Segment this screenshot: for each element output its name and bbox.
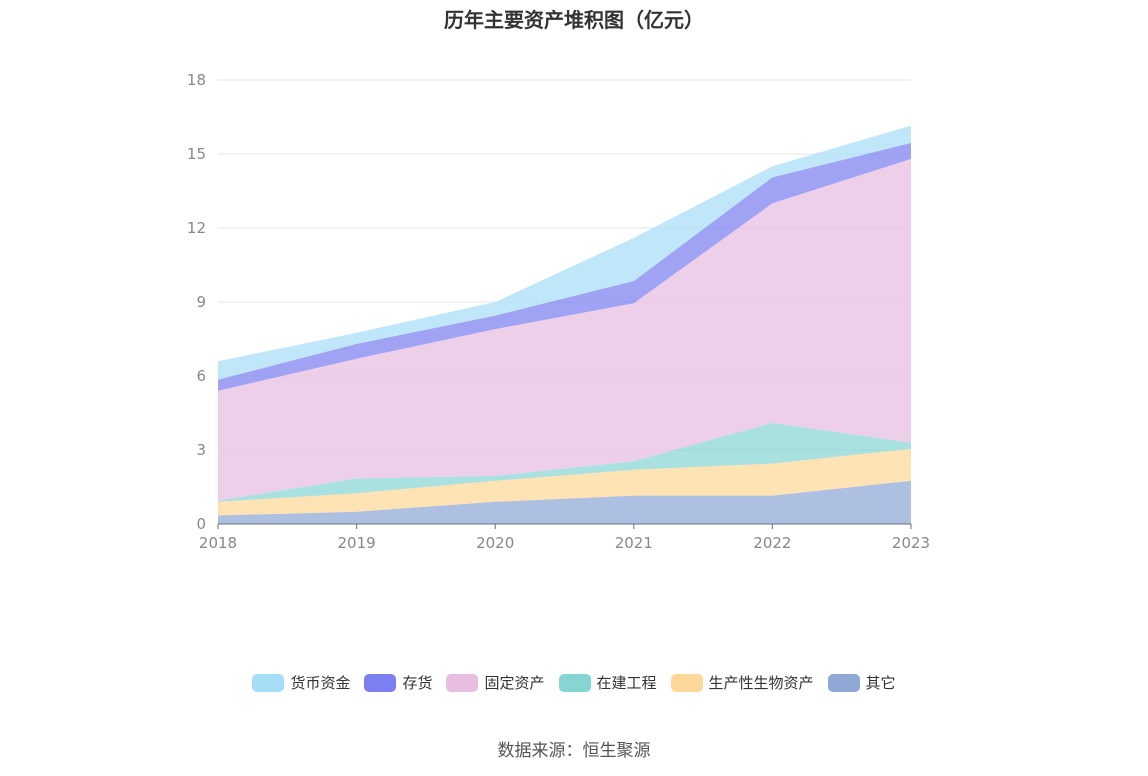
area-series-2 bbox=[218, 422, 911, 502]
area-series-5 bbox=[218, 125, 911, 380]
x-tick-label: 2023 bbox=[892, 534, 930, 552]
chart-legend: 货币资金 存货 固定资产 在建工程 生产性生物资产 其它 bbox=[0, 672, 1148, 693]
legend-item[interactable]: 固定资产 bbox=[446, 672, 545, 693]
legend-swatch bbox=[364, 673, 397, 692]
y-tick-label: 18 bbox=[187, 71, 206, 89]
area-series-3 bbox=[218, 158, 911, 501]
legend-label: 在建工程 bbox=[596, 674, 657, 692]
chart-title: 历年主要资产堆积图（亿元） bbox=[444, 8, 704, 32]
legend-item[interactable]: 生产性生物资产 bbox=[670, 672, 814, 693]
legend-swatch bbox=[252, 673, 285, 692]
x-tick-label: 2018 bbox=[199, 534, 237, 552]
legend-item[interactable]: 存货 bbox=[364, 672, 432, 693]
x-tick-label: 2019 bbox=[338, 534, 376, 552]
area-series-0 bbox=[218, 480, 911, 524]
legend-label: 固定资产 bbox=[484, 674, 545, 692]
x-tick-label: 2020 bbox=[476, 534, 514, 552]
data-source-note: 数据来源：恒生聚源 bbox=[497, 741, 651, 761]
legend-swatch bbox=[446, 673, 479, 692]
area-series-1 bbox=[218, 448, 911, 516]
legend-item[interactable]: 在建工程 bbox=[558, 672, 657, 693]
legend-swatch bbox=[827, 673, 860, 692]
legend-label: 生产性生物资产 bbox=[708, 674, 814, 692]
legend-label: 货币资金 bbox=[290, 674, 351, 692]
legend-label: 其它 bbox=[865, 674, 896, 692]
y-tick-label: 0 bbox=[196, 515, 206, 533]
legend-item[interactable]: 货币资金 bbox=[252, 672, 350, 693]
legend-item[interactable]: 其它 bbox=[827, 672, 896, 693]
area-series-4 bbox=[218, 142, 911, 391]
legend-swatch bbox=[558, 673, 591, 692]
y-tick-label: 6 bbox=[196, 367, 206, 385]
y-tick-label: 15 bbox=[187, 145, 206, 163]
legend-swatch bbox=[670, 673, 703, 692]
y-tick-label: 9 bbox=[196, 293, 206, 311]
y-tick-label: 12 bbox=[187, 219, 206, 237]
y-tick-label: 3 bbox=[196, 441, 206, 459]
x-tick-label: 2022 bbox=[753, 534, 791, 552]
x-tick-label: 2021 bbox=[615, 534, 653, 552]
legend-label: 存货 bbox=[402, 674, 433, 692]
